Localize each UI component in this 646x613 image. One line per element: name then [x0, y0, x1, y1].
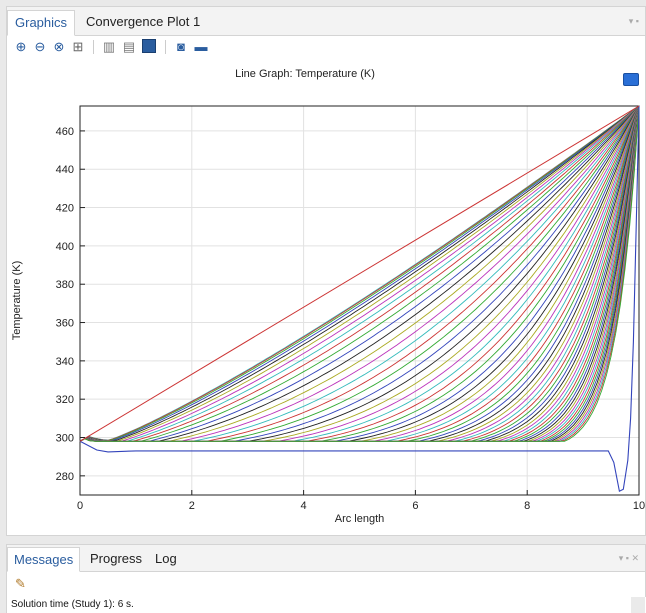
scrollbar[interactable] [631, 597, 645, 613]
y-tick-label: 300 [56, 433, 74, 445]
toolbar-separator [93, 40, 94, 54]
series-line [79, 105, 640, 442]
series-line [79, 105, 640, 442]
messages-menu-icon[interactable]: ▾ ▪ ✕ [618, 553, 639, 563]
y-tick-label: 320 [56, 394, 74, 406]
graphics-toolbar: ⊕ ⊖ ⊗ ⊞ ▥ ▤ ◙ ▬ [7, 36, 645, 58]
layout-icon[interactable] [141, 39, 157, 55]
zoom-box-icon[interactable]: ⊗ [53, 39, 65, 54]
series-line [79, 105, 640, 442]
clear-messages-icon[interactable]: ✎ [15, 576, 26, 591]
y-tick-label: 400 [56, 241, 74, 253]
x-tick-label: 0 [77, 500, 83, 512]
graphics-panel: Graphics Convergence Plot 1 ▾ ▪ ⊕ ⊖ ⊗ ⊞ … [6, 6, 646, 536]
messages-tabbar: Messages Progress Log ▾ ▪ ✕ [7, 545, 645, 572]
series-line [79, 105, 640, 442]
tab-convergence-plot-1[interactable]: Convergence Plot 1 [86, 14, 201, 29]
graphics-tabbar: Graphics Convergence Plot 1 ▾ ▪ [7, 7, 645, 36]
y-tick-label: 280 [56, 471, 74, 483]
camera-icon[interactable]: ◙ [177, 39, 185, 54]
plot-title: Line Graph: Temperature (K) [235, 68, 375, 80]
grid-icon[interactable]: ▥ [102, 39, 116, 54]
line-graph[interactable]: 280 300 320 340 360 380 400 420 440 460 0 2 4 6 8 10 Arc… [0, 0, 646, 540]
toolbar-separator [165, 40, 166, 54]
x-tick-label: 2 [189, 500, 195, 512]
y-tick-label: 420 [56, 203, 74, 215]
series-line [79, 105, 640, 442]
y-axis-label: Temperature (K) [11, 261, 23, 340]
y-tick-label: 440 [56, 164, 74, 176]
legend-icon[interactable]: ▤ [122, 39, 136, 54]
tab-graphics[interactable]: Graphics [7, 10, 76, 36]
plot-frame [79, 105, 640, 496]
zoom-extents-icon[interactable]: ⊞ [72, 39, 84, 54]
tab-progress[interactable]: Progress [90, 551, 143, 566]
series-line-first [79, 105, 640, 493]
series-line [79, 105, 640, 442]
plot-settings-icon[interactable] [623, 73, 639, 86]
series-line [79, 105, 640, 442]
series-line [79, 105, 640, 442]
series-line-linear [79, 105, 640, 442]
tab-messages[interactable]: Messages [7, 547, 81, 572]
zoom-out-icon[interactable]: ⊖ [34, 39, 46, 54]
print-icon[interactable]: ▬ [194, 39, 208, 54]
panel-menu-icon[interactable]: ▾ ▪ [628, 16, 639, 26]
y-tick-label: 360 [56, 318, 74, 330]
zoom-in-icon[interactable]: ⊕ [15, 39, 27, 54]
x-tick-label: 4 [301, 500, 307, 512]
series-line [79, 105, 640, 442]
solution-time-message: Solution time (Study 1): 6 s. [7, 597, 646, 613]
series-line [79, 105, 640, 442]
series-line [79, 105, 640, 442]
messages-panel: Messages Progress Log ▾ ▪ ✕ ✎ Solution t… [6, 544, 646, 613]
x-axis-label: Arc length [335, 513, 385, 525]
x-tick-label: 8 [524, 500, 530, 512]
x-tick-label: 10 [633, 500, 645, 512]
series-line [79, 105, 640, 442]
y-tick-label: 380 [56, 279, 74, 291]
y-tick-label: 340 [56, 356, 74, 368]
y-tick-label: 460 [56, 126, 74, 138]
tab-log[interactable]: Log [155, 551, 177, 566]
x-tick-label: 6 [412, 500, 418, 512]
series-line [79, 105, 640, 442]
